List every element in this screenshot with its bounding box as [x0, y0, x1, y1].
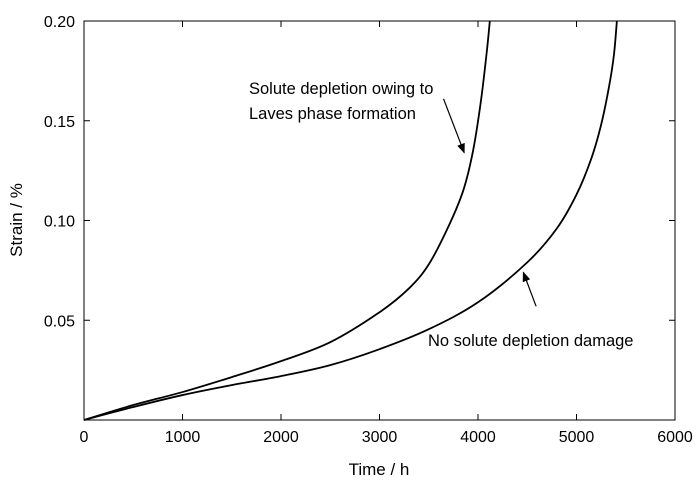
annotation-layer: Solute depletion owing to Laves phase for…: [249, 80, 633, 350]
x-tick-label: 0: [80, 429, 89, 446]
annotation-text-1: Solute depletion owing to: [249, 80, 433, 98]
x-tick-label: 1000: [165, 429, 201, 446]
series-layer: [83, 20, 618, 421]
series-line-1: [83, 20, 491, 421]
x-tick-label: 5000: [559, 429, 595, 446]
axis-ticks: 0 1000 2000 3000 4000 5000 6000 0.05 0.10 0.15 0.2…: [44, 14, 693, 446]
y-tick-label: 0.10: [44, 214, 75, 231]
annotation-text-2: No solute depletion damage: [428, 332, 633, 350]
y-tick-label: 0.05: [44, 313, 75, 330]
x-tick-label: 3000: [362, 429, 398, 446]
x-tick-label: 6000: [657, 429, 693, 446]
annotation-text-1: Laves phase formation: [249, 105, 416, 123]
x-tick-label: 2000: [263, 429, 299, 446]
annotation-arrow-2: [522, 271, 537, 307]
y-tick-label: 0.15: [44, 114, 75, 131]
annotation-arrow-1: [442, 98, 465, 154]
x-axis-title: Time / h: [349, 460, 410, 479]
y-tick-label: 0.20: [44, 14, 75, 31]
series-line-2: [83, 20, 618, 421]
y-axis-title: Strain / %: [7, 183, 26, 257]
x-tick-label: 4000: [460, 429, 496, 446]
